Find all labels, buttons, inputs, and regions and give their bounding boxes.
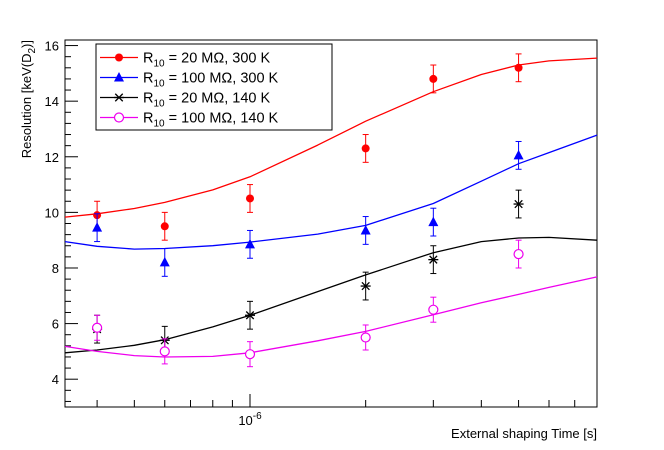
point-marker [245,238,256,249]
data-point [92,213,103,243]
point-marker [361,144,370,153]
data-points-layer [92,53,524,368]
data-point [245,300,256,330]
y-axis-title-tail: )] [19,40,34,48]
y-axis-title-sub: 2 [27,48,38,54]
data-point [360,216,371,245]
point-marker [513,149,524,160]
fit-curve [64,134,598,250]
data-point [159,248,170,277]
point-marker [92,222,103,232]
legend-label: R10 = 100 MΩ, 140 K [143,111,279,130]
data-point [360,324,371,351]
point-marker [514,63,523,72]
point-marker [246,194,255,203]
point-marker [160,222,169,231]
y-tick-label: 4 [52,372,59,387]
point-marker [159,256,170,267]
data-point [513,239,524,269]
legend-label-pre: R [143,51,153,67]
point-marker [245,311,256,320]
y-axis-title-main: Resolution [keV(D [19,54,34,159]
point-marker [428,216,439,227]
fit-curve [64,236,598,354]
point-marker [244,349,256,360]
data-point [429,64,438,94]
legend-entry: R10 = 100 MΩ, 140 K [100,111,279,130]
legend-label-post: = 20 MΩ, 300 K [165,51,271,67]
data-point [428,245,439,275]
legend-label-pre: R [143,91,153,107]
legend-box [95,43,333,131]
legend-label-sub: 10 [153,99,165,110]
data-point [244,341,256,368]
legend-label-post: = 20 MΩ, 140 K [165,91,271,107]
legend-label-pre: R [143,71,153,87]
legend-label: R10 = 20 MΩ, 300 K [143,51,270,70]
legend-entry: R10 = 20 MΩ, 300 K [100,51,270,70]
data-point [514,53,523,83]
x-tick-base: 10 [238,413,252,428]
legend-entry: R10 = 20 MΩ, 140 K [100,91,270,110]
legend-label-post: = 100 MΩ, 140 K [165,111,279,127]
data-point [428,296,439,323]
point-marker [428,255,439,264]
legend-label: R10 = 100 MΩ, 300 K [143,71,279,90]
data-point [92,314,103,341]
data-point [361,134,370,163]
y-tick-label: 6 [52,317,59,332]
y-tick-label: 8 [52,261,59,276]
point-marker [159,346,170,357]
y-axis-title: Resolution [keV(D2)] [19,40,38,158]
x-tick-exponent: -6 [253,411,262,422]
data-point [160,211,169,241]
legend-entry: R10 = 100 MΩ, 300 K [100,71,279,90]
point-marker [360,332,371,343]
legend-label-sub: 10 [153,59,165,70]
point-marker [428,304,439,315]
y-tick-label: 12 [45,150,59,165]
data-point [513,189,524,219]
legend-label-post: = 100 MΩ, 300 K [165,71,279,87]
x-axis-title: External shaping Time [s] [451,426,597,441]
y-tick-label: 14 [45,94,59,109]
data-point [428,207,439,237]
axes-layer: 4 6 8 10 12 14 16 [45,39,598,407]
legend-marker [114,72,124,82]
y-tick-label: 10 [45,205,59,220]
legend-label: R10 = 20 MΩ, 140 K [143,91,270,110]
point-marker [513,199,524,209]
legend-label-pre: R [143,111,153,127]
y-tick-label: 16 [45,39,59,54]
data-point [513,140,524,170]
x-tick-label-1e-6: 10-6 [238,411,262,428]
legend-marker [115,53,123,62]
data-point [360,271,371,301]
legend-marker [113,112,125,123]
legend-label-sub: 10 [153,79,165,90]
point-marker [429,74,438,83]
point-marker [360,224,371,235]
data-point [246,184,255,213]
data-point [159,338,170,365]
data-point [245,229,256,259]
point-marker [513,248,524,260]
legend-label-sub: 10 [153,119,165,130]
point-marker [360,281,371,291]
fit-curve [64,276,598,358]
point-marker [92,322,103,333]
legend-marker [114,93,124,102]
